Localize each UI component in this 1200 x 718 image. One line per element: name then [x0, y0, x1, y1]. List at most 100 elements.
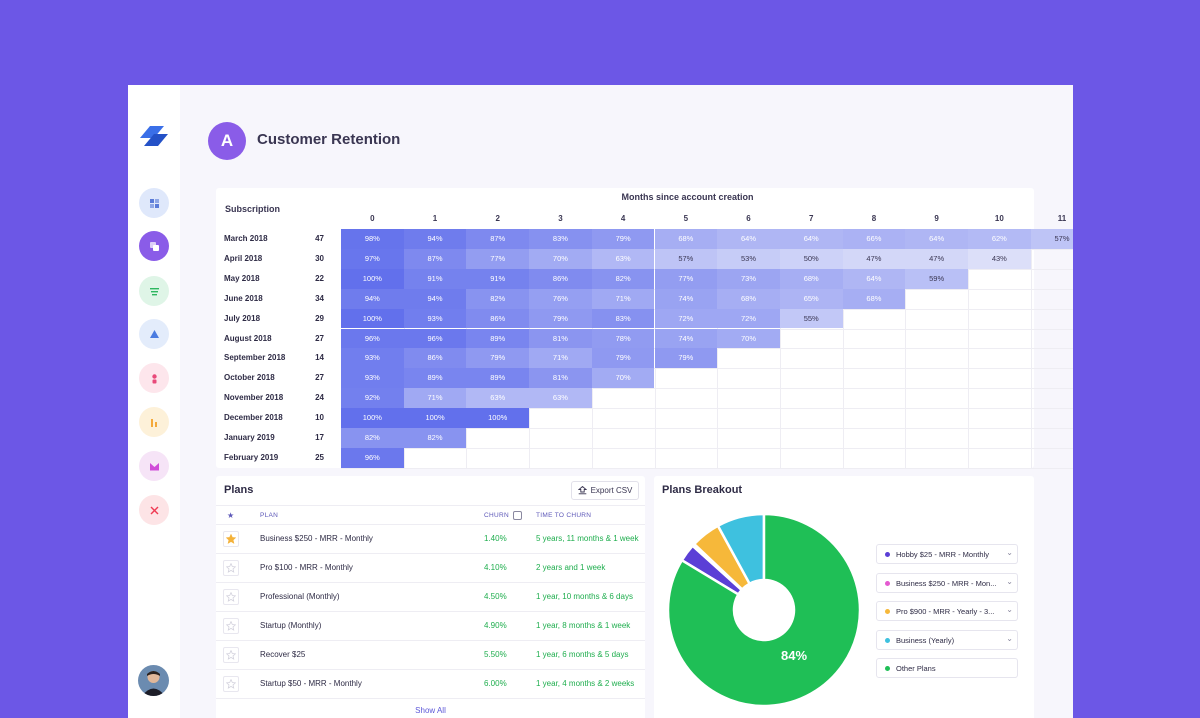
sidebar-item-mail[interactable] [139, 451, 169, 481]
legend-label: Other Plans [896, 664, 936, 673]
table-row[interactable]: Pro $100 - MRR - Monthly 4.10% 2 years and… [216, 554, 645, 583]
sidebar-item-triangle[interactable] [139, 319, 169, 349]
plan-time-to-churn: 2 years and 1 week [536, 563, 606, 572]
month-header: 4 [620, 214, 626, 223]
cohort-cell: 74% [654, 288, 718, 309]
favorite-toggle[interactable] [223, 676, 239, 692]
sidebar-item-dashboard[interactable] [139, 188, 169, 218]
sidebar-item-cohort[interactable] [139, 231, 169, 261]
plan-name: Startup $50 - MRR - Monthly [260, 679, 362, 688]
grid-line [341, 467, 1073, 469]
cohort-cell: 86% [466, 308, 530, 329]
cohort-cell: 79% [529, 308, 592, 329]
table-row[interactable]: Recover $25 5.50% 1 year, 6 months & 5 day… [216, 641, 645, 670]
cohort-cell: 96% [341, 328, 404, 349]
plan-name: Recover $25 [260, 650, 306, 659]
grid-line [779, 229, 781, 468]
table-row[interactable]: Startup (Monthly) 4.90% 1 year, 8 months &… [216, 612, 645, 641]
table-row[interactable]: Professional (Monthly) 4.50% 1 year, 10 mo… [216, 583, 645, 612]
sidebar-item-tools[interactable] [139, 495, 169, 525]
legend-item[interactable]: Hobby $25 - MRR - Monthly ⌄ [876, 544, 1018, 564]
cohort-row-label: February 2019 [224, 452, 279, 462]
chevron-down-icon: ⌄ [1006, 548, 1013, 557]
cohort-row-label: June 2018 [224, 293, 263, 303]
cohort-cell: 96% [341, 447, 404, 468]
cohort-cell: 79% [591, 229, 655, 249]
chevron-down-icon: ⌄ [1006, 605, 1013, 614]
table-row[interactable]: Startup $50 - MRR - Monthly 6.00% 1 year, … [216, 670, 645, 699]
plan-name: Business $250 - MRR - Monthly [260, 534, 373, 543]
cohort-cell: 82% [591, 268, 655, 289]
pie-slice[interactable] [666, 512, 862, 708]
cohort-cell: 72% [717, 308, 780, 329]
page-title: Customer Retention [257, 131, 401, 148]
chevron-down-icon: ⌄ [1006, 576, 1013, 586]
cohort-cell: 68% [717, 288, 780, 309]
legend-item[interactable]: Other Plans [876, 658, 1018, 678]
cohort-cell: 62% [968, 229, 1031, 249]
favorite-toggle[interactable] [223, 647, 239, 663]
plan-name: Startup (Monthly) [260, 621, 322, 630]
cohort-cell: 93% [341, 368, 404, 389]
plans-table-header: ★ PLAN CHURN TIME TO CHURN [216, 505, 645, 525]
legend-item[interactable]: Pro $900 - MRR - Yearly - 3... ⌄ [876, 601, 1018, 621]
cohort-row-label: August 2018 [224, 333, 272, 343]
cohort-cell: 77% [466, 248, 530, 269]
cohort-cell: 100% [341, 268, 404, 289]
favorite-toggle[interactable] [223, 618, 239, 634]
cohort-cell: 64% [779, 229, 843, 249]
grid-line [717, 229, 719, 468]
sort-icon[interactable] [513, 511, 522, 520]
pie-data-label: 84% [781, 648, 807, 663]
month-header: 0 [370, 214, 375, 223]
export-csv-button[interactable]: Export CSV [571, 481, 639, 500]
avatar[interactable] [138, 665, 169, 696]
legend-swatch [885, 552, 890, 557]
cohort-cell: 94% [341, 288, 404, 309]
table-row[interactable]: Business $250 - MRR - Monthly 1.40% 5 year… [216, 525, 645, 554]
cohort-row-label: April 2018 [224, 253, 263, 263]
plan-time-to-churn: 1 year, 8 months & 1 week [536, 621, 631, 630]
sidebar-item-bar-chart[interactable] [139, 407, 169, 437]
cohort-row-count: 25 [315, 452, 324, 462]
column-churn[interactable]: CHURN [484, 512, 509, 519]
cohort-row-label: November 2018 [224, 393, 284, 403]
cohort-cell: 79% [466, 348, 530, 369]
month-header: 9 [934, 214, 939, 223]
column-time-to-churn[interactable]: TIME TO CHURN [536, 512, 592, 519]
cohort-cell: 87% [466, 229, 530, 249]
plan-churn: 4.50% [484, 592, 507, 601]
column-plan[interactable]: PLAN [260, 512, 279, 519]
page-icon: A [208, 122, 246, 160]
cohort-cell: 91% [403, 268, 467, 289]
sidebar-item-list[interactable] [139, 276, 169, 306]
grid-line [341, 368, 1073, 370]
cohort-cell: 89% [403, 368, 467, 389]
sidebar-item-user[interactable] [139, 363, 169, 393]
cohort-cell: 70% [529, 248, 592, 269]
grid-line [968, 229, 969, 468]
cohort-cell: 86% [529, 268, 592, 289]
cohort-cell: 43% [968, 248, 1031, 269]
grid-line [1030, 229, 1032, 468]
cohort-cell: 68% [654, 229, 718, 249]
favorite-toggle[interactable] [223, 560, 239, 576]
plans-breakout-panel: Plans Breakout 84% Hobby $25 - MRR - Mon… [654, 476, 1034, 718]
cohort-row-label: July 2018 [224, 313, 261, 323]
cohort-row-count: 17 [315, 433, 324, 442]
subscription-header: Subscription [225, 204, 281, 214]
favorite-toggle[interactable] [223, 531, 239, 547]
plan-churn: 4.10% [484, 563, 507, 572]
plan-time-to-churn: 1 year, 4 months & 2 weeks [536, 679, 635, 688]
cohort-row-label: March 2018 [224, 234, 268, 243]
star-icon [226, 592, 236, 602]
cohort-cell: 66% [842, 229, 906, 249]
cohort-cell: 53% [717, 248, 780, 269]
favorite-toggle[interactable] [223, 589, 239, 605]
triangle-icon [149, 329, 159, 338]
cohort-row-count: 27 [315, 373, 324, 383]
legend-item[interactable]: Business $250 - MRR - Mon... ⌄ [876, 572, 1018, 593]
plan-churn: 6.00% [484, 679, 507, 688]
legend-item[interactable]: Business (Yearly) ⌄ [876, 629, 1018, 650]
show-all-link[interactable]: Show All [415, 706, 446, 715]
